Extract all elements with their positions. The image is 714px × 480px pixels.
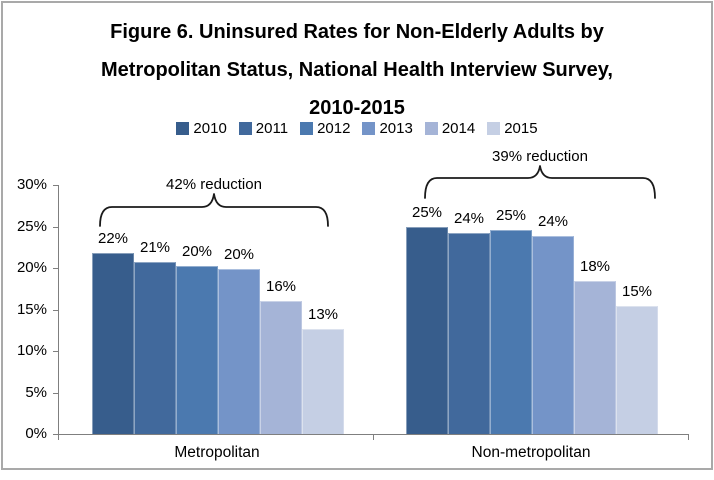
legend-swatch-icon xyxy=(238,121,252,135)
x-axis-tick xyxy=(688,434,689,440)
legend-item-2010: 2010 xyxy=(176,119,227,137)
legend-item-2013: 2013 xyxy=(362,119,413,137)
y-axis-tick-label: 5% xyxy=(25,383,47,401)
x-axis-tick xyxy=(373,434,374,440)
bar-metropolitan-2014 xyxy=(260,301,302,434)
bar-value-label: 22% xyxy=(97,230,129,248)
chart-title-line-2: Metropolitan Status, National Health Int… xyxy=(101,59,613,81)
annotation-non-metropolitan-reduction: 39% reduction xyxy=(492,148,588,165)
legend-label: 2013 xyxy=(379,119,413,137)
bar-metropolitan-2010 xyxy=(92,253,134,434)
bar-value-label: 18% xyxy=(579,258,611,276)
bar-non-metropolitan-2013 xyxy=(532,236,574,434)
legend-swatch-icon xyxy=(300,121,314,135)
y-axis-tick xyxy=(53,185,58,186)
bar-value-label: 13% xyxy=(307,305,339,323)
legend-swatch-icon xyxy=(487,121,501,135)
legend-item-2014: 2014 xyxy=(424,119,476,137)
y-axis-tick-label: 10% xyxy=(16,342,47,359)
category-label-non-metropolitan: Non-metropolitan xyxy=(471,444,591,461)
legend-label: 2015 xyxy=(504,119,538,137)
y-axis-tick-label: 15% xyxy=(16,300,47,318)
y-axis-tick-label: 30% xyxy=(16,176,47,193)
bar-metropolitan-2012 xyxy=(176,266,218,434)
legend-swatch-icon xyxy=(362,121,376,135)
y-axis-tick xyxy=(53,309,58,311)
y-axis-line xyxy=(58,185,59,435)
legend-swatch-icon xyxy=(424,121,438,135)
legend-swatch-icon xyxy=(176,121,190,135)
bar-metropolitan-2011 xyxy=(134,262,176,434)
y-axis-tick-label: 0% xyxy=(25,425,47,442)
y-axis-tick-label: 20% xyxy=(16,259,47,276)
annotation-metropolitan-reduction: 42% reduction xyxy=(166,176,262,193)
bar-non-metropolitan-2014 xyxy=(574,281,616,434)
bar-value-label: 24% xyxy=(537,213,569,231)
bar-value-label: 16% xyxy=(265,278,297,296)
legend: 2010 2011 2012 2013 2014 2015 xyxy=(0,117,714,139)
bar-value-label: 15% xyxy=(621,283,653,301)
reduction-bracket-non-metropolitan xyxy=(424,165,656,199)
bar-value-label: 20% xyxy=(181,243,213,261)
legend-label: 2010 xyxy=(193,119,227,137)
bar-non-metropolitan-2011 xyxy=(448,233,490,434)
bar-value-label: 25% xyxy=(411,203,443,221)
legend-label: 2011 xyxy=(255,119,289,137)
legend-item-2012: 2012 xyxy=(300,121,350,136)
chart-title-line-1: Figure 6. Uninsured Rates for Non-Elderl… xyxy=(110,21,604,43)
reduction-bracket-metropolitan xyxy=(99,193,329,227)
bar-metropolitan-2013 xyxy=(218,268,260,434)
y-axis-tick xyxy=(53,434,58,435)
chart-title: Figure 6. Uninsured Rates for Non-Elderl… xyxy=(0,13,714,127)
chart-title-line-3: 2010-2015 xyxy=(309,97,405,119)
bar-value-label: 25% xyxy=(495,206,527,224)
y-axis-tick xyxy=(53,226,58,228)
category-label-metropolitan: Metropolitan xyxy=(174,444,260,461)
bar-value-label: 20% xyxy=(223,245,255,263)
y-axis-tick xyxy=(53,351,58,352)
y-axis-tick-label: 25% xyxy=(16,217,47,235)
legend-label: 2014 xyxy=(441,119,476,137)
bar-value-label: 24% xyxy=(453,210,485,228)
x-axis-tick xyxy=(58,434,59,440)
y-axis-tick xyxy=(53,392,58,394)
legend-item-2015: 2015 xyxy=(487,119,538,137)
bar-non-metropolitan-2012 xyxy=(490,229,532,434)
legend-label: 2012 xyxy=(317,119,351,137)
bar-non-metropolitan-2015 xyxy=(616,306,658,434)
bar-metropolitan-2015 xyxy=(302,328,344,434)
legend-item-2011: 2011 xyxy=(238,119,289,137)
bar-value-label: 21% xyxy=(139,239,171,257)
y-axis-tick xyxy=(53,268,58,269)
bar-non-metropolitan-2010 xyxy=(406,226,448,434)
